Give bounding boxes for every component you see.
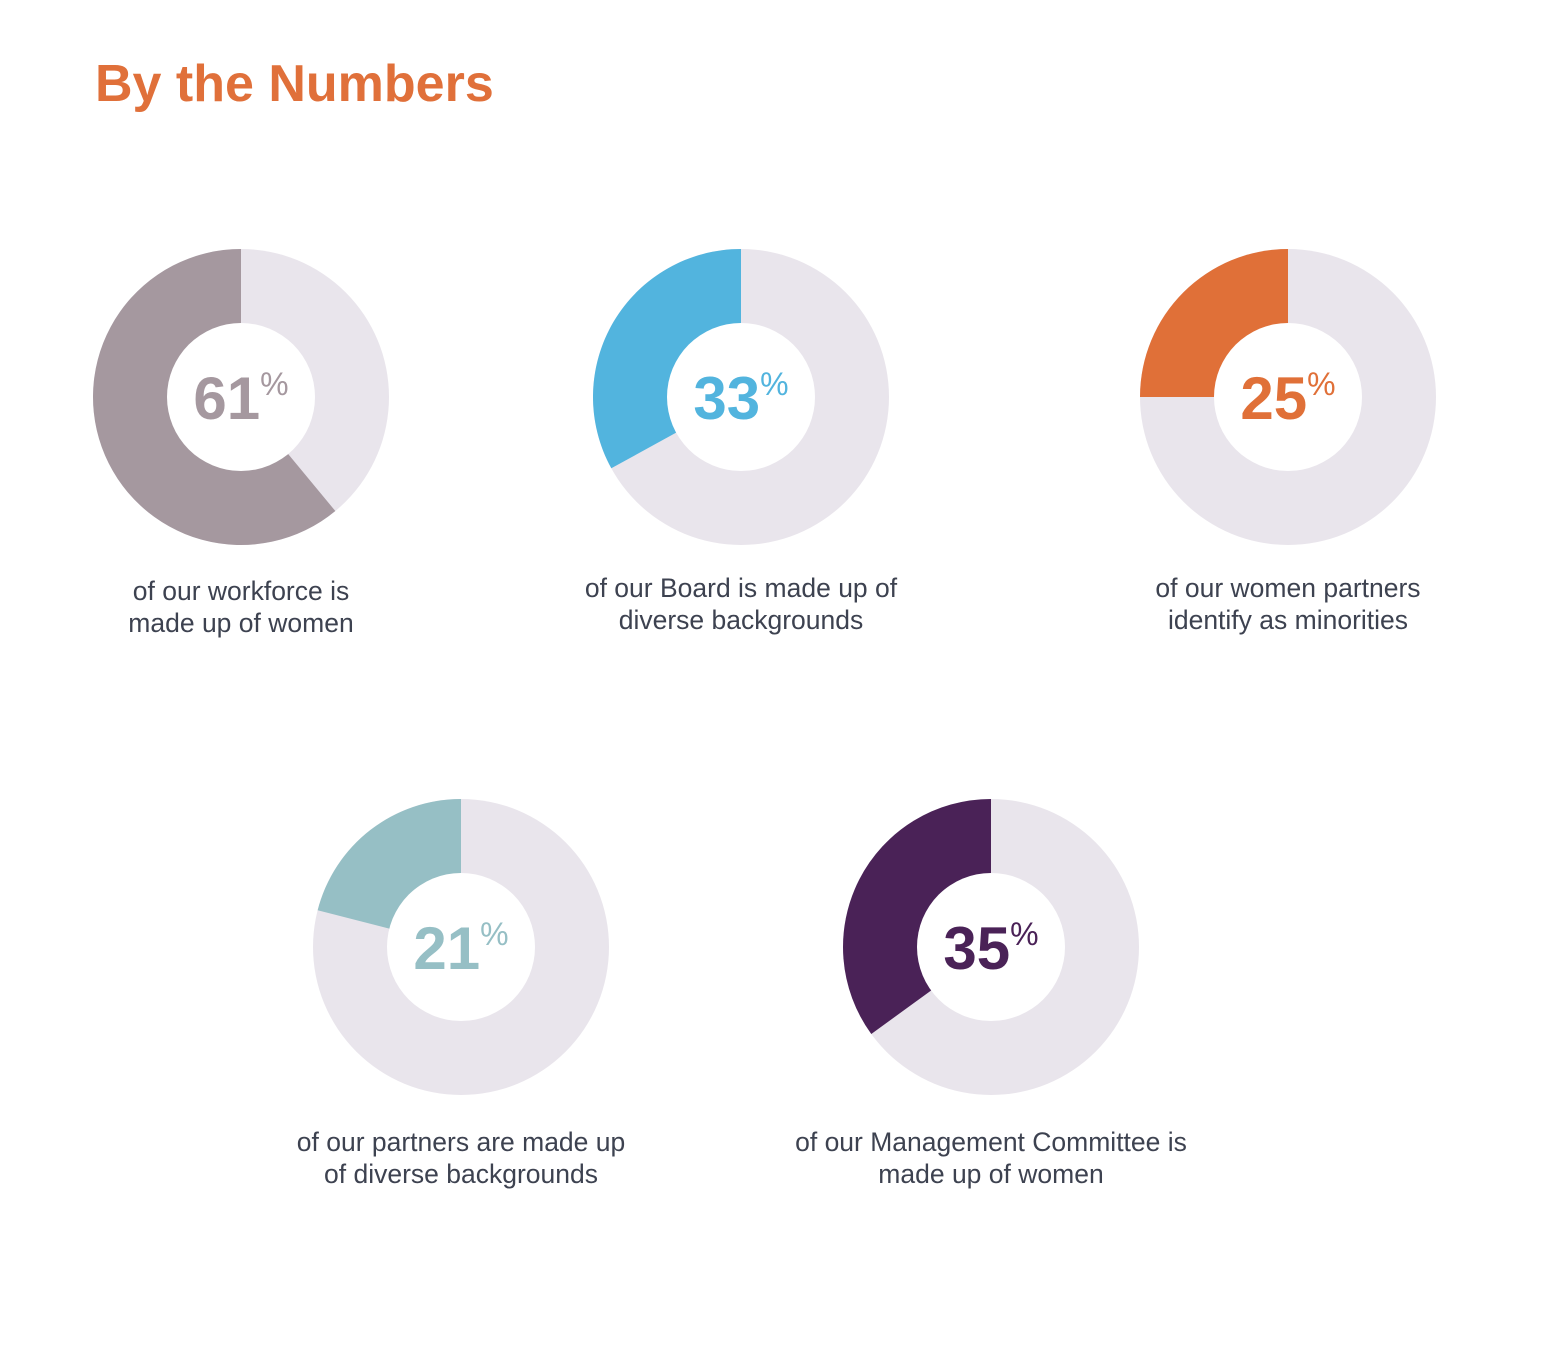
caption-line: of diverse backgrounds	[324, 1159, 598, 1189]
caption-line: made up of women	[878, 1159, 1104, 1189]
percent-sign: %	[1307, 366, 1335, 402]
caption-1: of our workforce is made up of women	[0, 575, 501, 639]
percent-value: 25	[1240, 365, 1307, 432]
caption-3: of our women partners identify as minorit…	[1028, 572, 1546, 636]
percent-sign: %	[1010, 916, 1038, 952]
caption-line: of our workforce is	[132, 576, 350, 606]
caption-2: of our Board is made up of diverse backgr…	[481, 572, 1001, 636]
donut-chart-5: 35%	[843, 799, 1139, 1095]
donut-chart-3: 25%	[1140, 249, 1436, 545]
caption-line: of our women partners	[1155, 573, 1421, 603]
donut-hole	[1214, 323, 1362, 471]
percent-sign: %	[260, 366, 288, 402]
percent-label: 35%	[943, 915, 1038, 982]
percent-sign: %	[480, 916, 508, 952]
percent-value: 61	[193, 365, 260, 432]
percent-sign: %	[760, 366, 788, 402]
percent-label: 21%	[413, 915, 508, 982]
percent-value: 33	[693, 365, 760, 432]
percent-label: 33%	[693, 365, 788, 432]
page-title: By the Numbers	[95, 55, 494, 113]
donut-chart-2: 33%	[593, 249, 889, 545]
percent-label: 61%	[193, 365, 288, 432]
percent-value: 35	[943, 915, 1010, 982]
donut-hole	[167, 323, 315, 471]
caption-4: of our partners are made up of diverse ba…	[201, 1126, 721, 1190]
caption-line: identify as minorities	[1167, 605, 1409, 635]
percent-value: 21	[413, 915, 480, 982]
donut-chart-1: 61%	[93, 249, 389, 545]
caption-line: of our partners are made up	[296, 1127, 626, 1157]
donut-hole	[917, 873, 1065, 1021]
percent-label: 25%	[1240, 365, 1335, 432]
caption-line: diverse backgrounds	[618, 605, 864, 635]
donut-slice	[843, 799, 991, 1034]
caption-line: made up of women	[128, 608, 354, 638]
caption-line: of our Management Committee is	[795, 1127, 1187, 1157]
caption-5: of our Management Committee is made up of…	[731, 1126, 1251, 1190]
donut-chart-4: 21%	[313, 799, 609, 1095]
donut-hole	[667, 323, 815, 471]
donut-hole	[387, 873, 535, 1021]
caption-line: of our Board is made up of	[584, 573, 898, 603]
